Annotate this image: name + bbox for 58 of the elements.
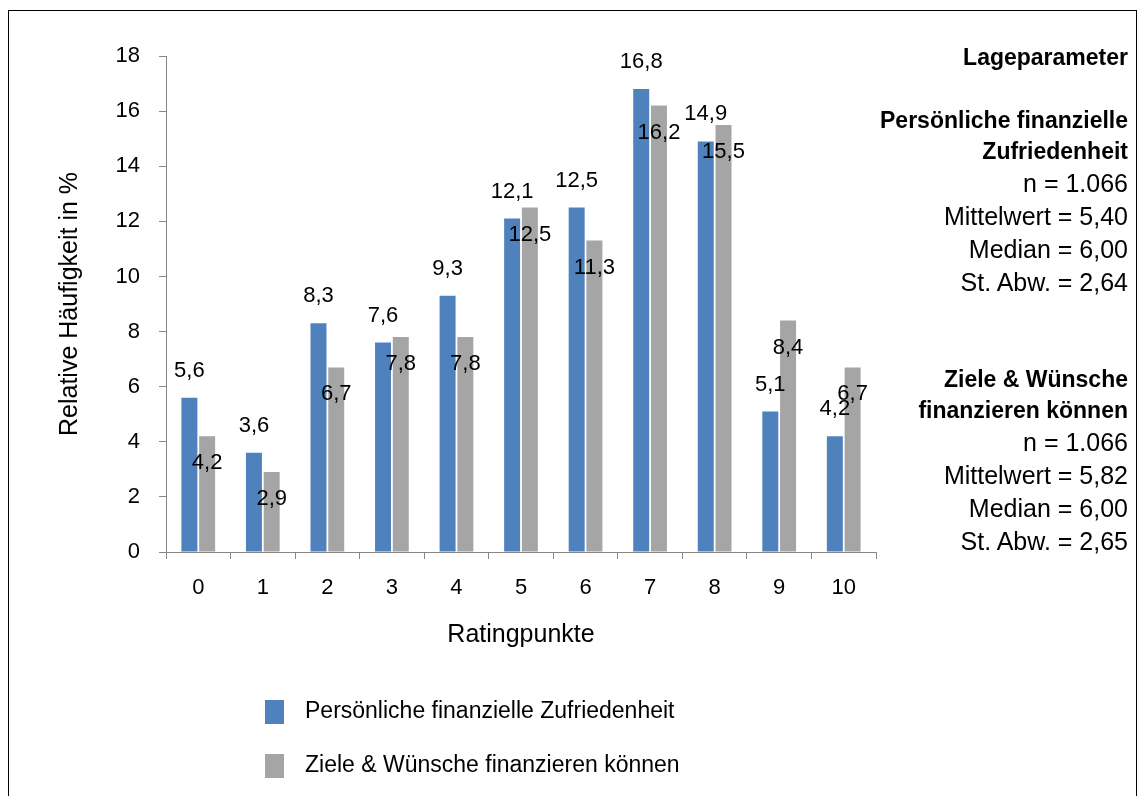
x-tick-label: 2 — [321, 574, 334, 600]
x-tick-label: 5 — [514, 574, 528, 600]
text: Mittelwert = 5,82 — [942, 459, 1128, 491]
data-label: 11,3 — [573, 253, 616, 279]
y-tick-label: 14 — [115, 152, 140, 178]
x-tick-label: 1 — [256, 574, 269, 600]
data-label: 7,6 — [367, 301, 399, 327]
y-tick-label: 18 — [115, 42, 140, 68]
data-label: 5,6 — [174, 356, 205, 382]
x-tick-label: 4 — [450, 574, 463, 600]
y-tick-label: 8 — [127, 317, 140, 343]
text: St. Abw. = 2,64 — [959, 266, 1128, 298]
text: Mittelwert = 5,40 — [942, 201, 1128, 233]
x-tick-label: 3 — [385, 574, 399, 600]
text: Ziele & Wünsche finanzieren können — [917, 365, 1128, 426]
data-label: 16,2 — [637, 118, 681, 144]
data-label: 6,7 — [320, 380, 352, 406]
x-tick-label: 6 — [579, 574, 592, 600]
bar — [762, 411, 779, 552]
data-label: 14,9 — [684, 100, 728, 126]
x-tick-label: 0 — [192, 574, 205, 600]
text: St. Abw. = 2,65 — [959, 525, 1128, 557]
y-tick-label: 16 — [115, 97, 140, 123]
x-tick-label: 9 — [773, 574, 786, 600]
data-label: 4,2 — [191, 449, 223, 475]
data-label: 12,1 — [490, 177, 534, 203]
data-label: 7,8 — [385, 350, 417, 376]
y-tick-label: 12 — [115, 207, 140, 233]
data-label: 8,3 — [303, 282, 334, 308]
text: Lageparameter — [962, 42, 1128, 72]
x-axis-title: Ratingpunkte — [447, 619, 595, 648]
y-tick-label: 10 — [115, 262, 140, 288]
text: n = 1.066 — [1022, 168, 1128, 200]
data-label: 8,4 — [772, 333, 804, 359]
text: Persönliche finanzielle Zufriedenheit — [879, 106, 1128, 167]
y-axis-title: Relative Häufigkeit in % — [53, 171, 82, 437]
data-label: 12,5 — [555, 166, 599, 192]
data-label: 2,9 — [256, 485, 287, 511]
data-label: 12,5 — [508, 220, 552, 246]
legend-label: Ziele & Wünsche finanzieren können — [305, 751, 680, 778]
data-label: 5,1 — [755, 370, 786, 396]
text: n = 1.066 — [1022, 427, 1128, 459]
legend-label: Persönliche finanzielle Zufriedenheit — [305, 697, 676, 724]
x-tick-label: 7 — [643, 574, 657, 600]
text: Median = 6,00 — [967, 234, 1128, 265]
x-tick-label: 8 — [708, 574, 721, 600]
x-tick-label: 10 — [831, 574, 856, 600]
text: Median = 6,00 — [967, 492, 1128, 524]
y-tick-label: 2 — [127, 482, 140, 508]
y-tick-label: 4 — [127, 427, 140, 453]
data-label: 9,3 — [432, 254, 463, 280]
y-tick-label: 0 — [127, 538, 140, 564]
data-label: 15,5 — [702, 137, 745, 163]
y-tick-label: 6 — [127, 372, 140, 398]
data-label: 16,8 — [619, 48, 663, 74]
data-label: 7,8 — [450, 350, 481, 376]
bar — [826, 436, 843, 552]
data-label: 3,6 — [238, 411, 270, 437]
